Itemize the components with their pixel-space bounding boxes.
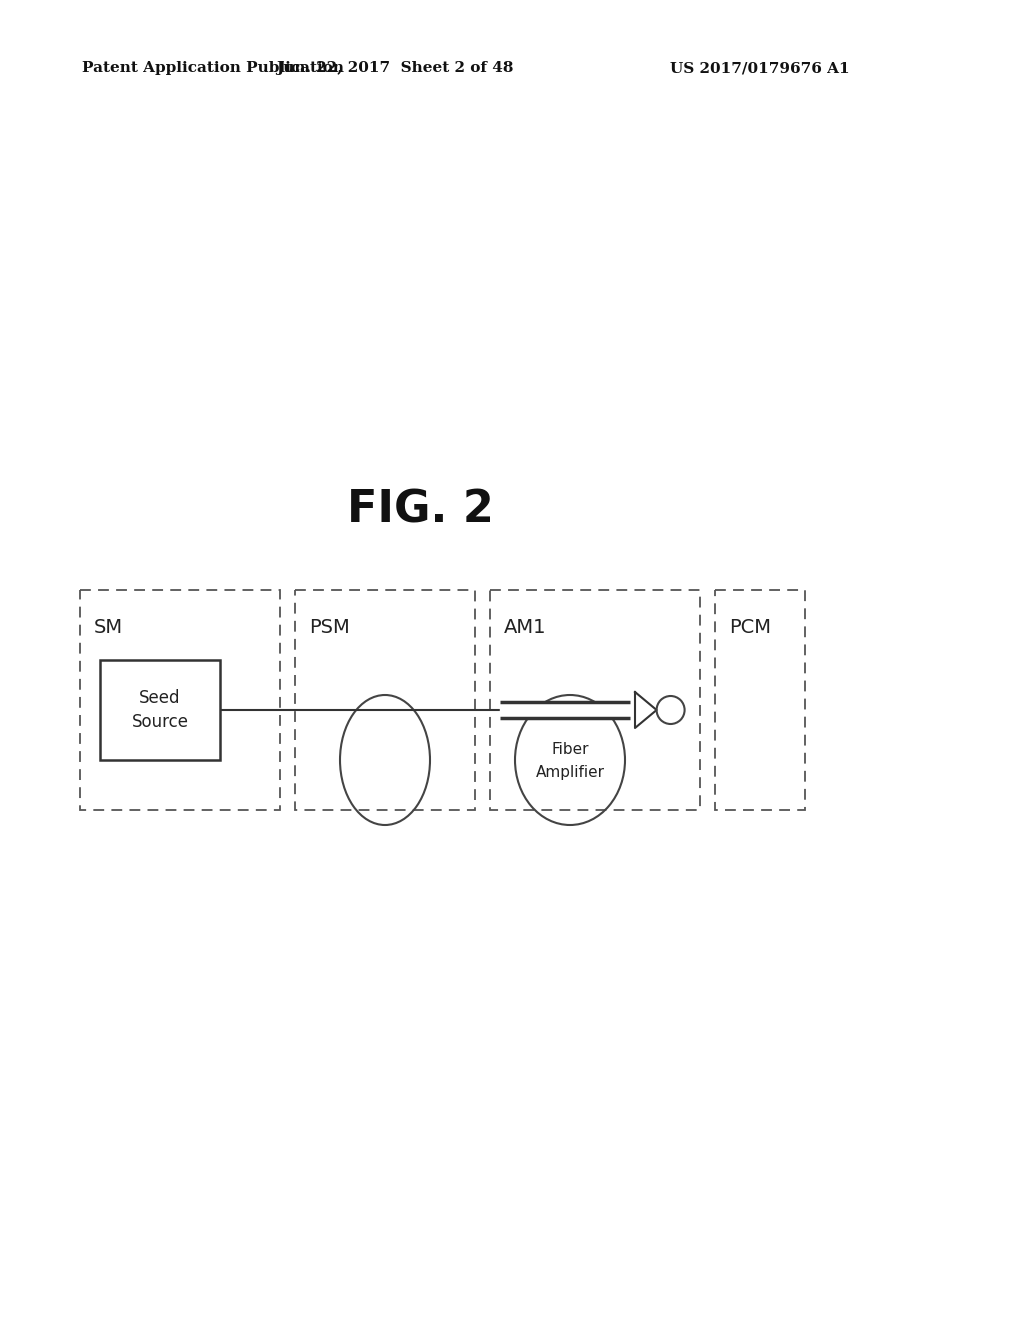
Text: Jun. 22, 2017  Sheet 2 of 48: Jun. 22, 2017 Sheet 2 of 48 [276, 61, 514, 75]
Bar [490, 590, 700, 810]
Text: Source: Source [131, 713, 188, 731]
Bar [100, 660, 220, 760]
Text: US 2017/0179676 A1: US 2017/0179676 A1 [670, 61, 850, 75]
Polygon shape [635, 692, 656, 729]
Bar [80, 590, 280, 810]
Text: Fiber: Fiber [551, 742, 589, 758]
Text: PCM: PCM [729, 618, 771, 638]
Text: AM1: AM1 [504, 618, 547, 638]
Text: Patent Application Publication: Patent Application Publication [82, 61, 344, 75]
Text: FIG. 2: FIG. 2 [346, 488, 494, 532]
Bar [715, 590, 805, 810]
Text: SM: SM [94, 618, 123, 638]
Text: PSM: PSM [309, 618, 350, 638]
Bar [295, 590, 475, 810]
Text: Seed: Seed [139, 689, 181, 708]
Text: Amplifier: Amplifier [536, 764, 604, 780]
